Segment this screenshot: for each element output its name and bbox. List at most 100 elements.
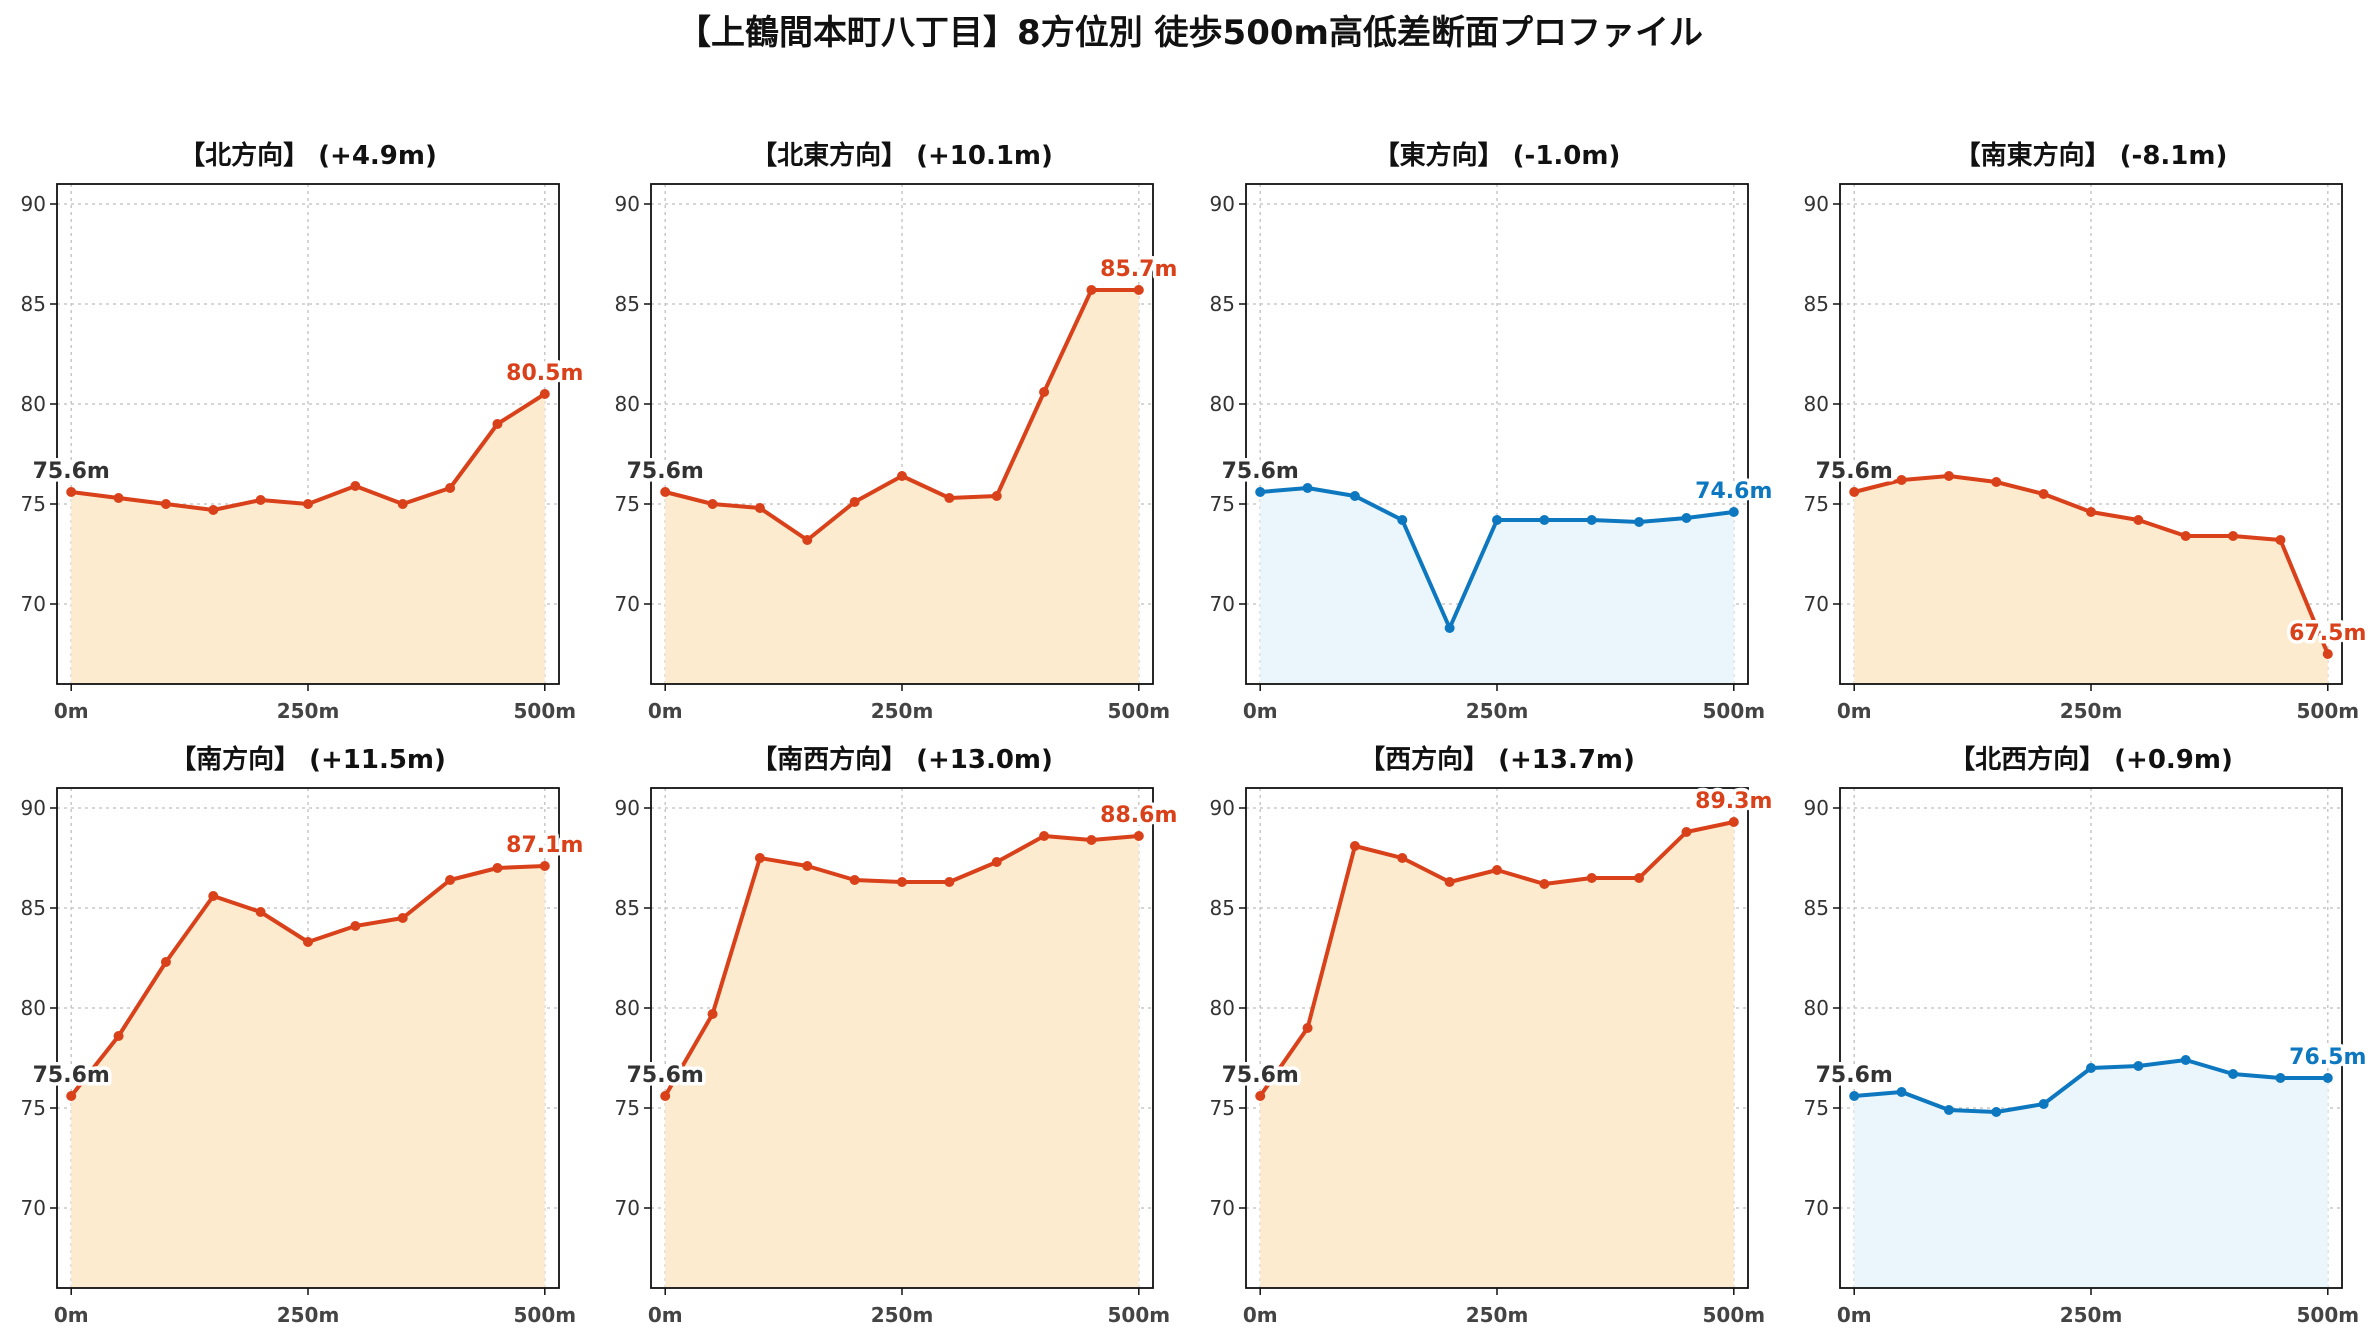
start-label: 75.6m (33, 1063, 110, 1088)
data-point (660, 487, 671, 497)
x-tick-label: 500m (513, 1303, 576, 1327)
end-label: 89.3m (1695, 789, 1772, 814)
x-tick-label: 0m (1837, 699, 1872, 723)
area-fill (1260, 488, 1734, 684)
y-tick-label: 75 (615, 1096, 640, 1120)
x-tick-label: 250m (871, 699, 934, 723)
data-point (445, 875, 456, 885)
y-tick-label: 75 (1210, 492, 1235, 516)
data-point (208, 891, 219, 901)
data-point (849, 497, 860, 507)
x-tick-label: 500m (2296, 699, 2359, 723)
data-point (2038, 1099, 2049, 1109)
y-tick-label: 75 (615, 492, 640, 516)
panel-7: 【北西方向】 (+0.9m) 70 75 80 85 90 0m 250m 500m 75.6m 7… (1804, 744, 2370, 1327)
panel-1: 【北東方向】 (+10.1m) 70 75 80 85 90 0m 250m 500m 75.6m… (615, 140, 1181, 723)
y-tick-label: 70 (1804, 592, 1829, 616)
y-tick-label: 90 (615, 796, 640, 820)
x-tick-label: 0m (648, 699, 683, 723)
panel-title: 【南方向】 (+11.5m) (170, 744, 446, 775)
y-tick-label: 75 (1804, 492, 1829, 516)
y-tick-label: 70 (1210, 592, 1235, 616)
data-point (1896, 1087, 1907, 1097)
start-label: 75.6m (627, 1063, 704, 1088)
data-point (991, 491, 1002, 501)
y-tick-label: 80 (21, 392, 46, 416)
area-fill (665, 836, 1139, 1288)
y-tick-label: 90 (1804, 796, 1829, 820)
data-point (445, 483, 456, 493)
y-tick-label: 90 (1804, 192, 1829, 216)
data-point (1444, 877, 1455, 887)
end-label: 67.5m (2289, 621, 2366, 646)
y-tick-label: 70 (1804, 1196, 1829, 1220)
y-tick-label: 70 (21, 1196, 46, 1220)
area-fill (665, 290, 1139, 684)
area-fill (1854, 1060, 2328, 1288)
panel-title: 【北方向】 (+4.9m) (179, 140, 437, 171)
data-point (2086, 1063, 2096, 1073)
x-tick-label: 0m (648, 1303, 683, 1327)
panel-4: 【南方向】 (+11.5m) 70 75 80 85 90 0m 250m 500m 75.6m 8… (21, 744, 587, 1327)
start-label: 75.6m (1222, 1063, 1299, 1088)
y-tick-label: 75 (21, 492, 46, 516)
data-point (2133, 1061, 2144, 1071)
panel-title: 【南西方向】 (+13.0m) (751, 744, 1053, 775)
data-point (1086, 835, 1097, 845)
panel-title: 【東方向】 (-1.0m) (1374, 140, 1621, 171)
x-tick-label: 500m (513, 699, 576, 723)
data-point (944, 877, 955, 887)
y-tick-label: 90 (615, 192, 640, 216)
start-label: 75.6m (627, 459, 704, 484)
data-point (849, 875, 860, 885)
data-point (2086, 507, 2096, 517)
data-point (539, 861, 550, 871)
x-tick-label: 0m (1243, 699, 1278, 723)
x-tick-label: 0m (54, 1303, 89, 1327)
area-fill (1260, 822, 1734, 1288)
end-label: 80.5m (506, 361, 583, 386)
data-point (1349, 841, 1360, 851)
x-tick-label: 500m (2296, 1303, 2359, 1327)
data-point (1728, 817, 1739, 827)
data-point (1681, 513, 1692, 523)
y-tick-label: 70 (615, 592, 640, 616)
y-tick-label: 90 (21, 796, 46, 820)
start-label: 75.6m (1816, 459, 1893, 484)
data-point (1539, 515, 1550, 525)
y-tick-label: 80 (1804, 996, 1829, 1020)
data-point (2322, 649, 2333, 659)
data-point (802, 535, 813, 545)
data-point (1039, 831, 1050, 841)
data-point (1302, 1023, 1313, 1033)
data-point (897, 471, 907, 481)
data-point (1492, 515, 1502, 525)
data-point (897, 877, 907, 887)
figure-title: 【上鶴間本町八丁目】8方位別 徒歩500m高低差断面プロファイル (677, 13, 1703, 53)
x-tick-label: 250m (277, 699, 340, 723)
y-tick-label: 80 (615, 996, 640, 1020)
end-label: 74.6m (1695, 479, 1772, 504)
panel-6: 【西方向】 (+13.7m) 70 75 80 85 90 0m 250m 500m 75.6m 8… (1210, 744, 1776, 1327)
y-tick-label: 85 (615, 292, 640, 316)
x-tick-label: 500m (1107, 699, 1170, 723)
x-tick-label: 250m (2060, 699, 2123, 723)
panel-title: 【南東方向】 (-8.1m) (1955, 140, 2228, 171)
data-point (2180, 531, 2191, 541)
data-point (1444, 623, 1455, 633)
data-point (1302, 483, 1313, 493)
panel-title: 【西方向】 (+13.7m) (1359, 744, 1635, 775)
data-point (113, 1031, 124, 1041)
x-tick-label: 500m (1107, 1303, 1170, 1327)
data-point (1539, 879, 1550, 889)
data-point (944, 493, 955, 503)
data-point (208, 505, 219, 515)
data-point (1349, 491, 1360, 501)
data-point (1086, 285, 1097, 295)
y-tick-label: 70 (1210, 1196, 1235, 1220)
data-point (1849, 487, 1860, 497)
x-tick-label: 250m (1466, 699, 1529, 723)
data-point (2322, 1073, 2333, 1083)
y-tick-label: 85 (21, 292, 46, 316)
